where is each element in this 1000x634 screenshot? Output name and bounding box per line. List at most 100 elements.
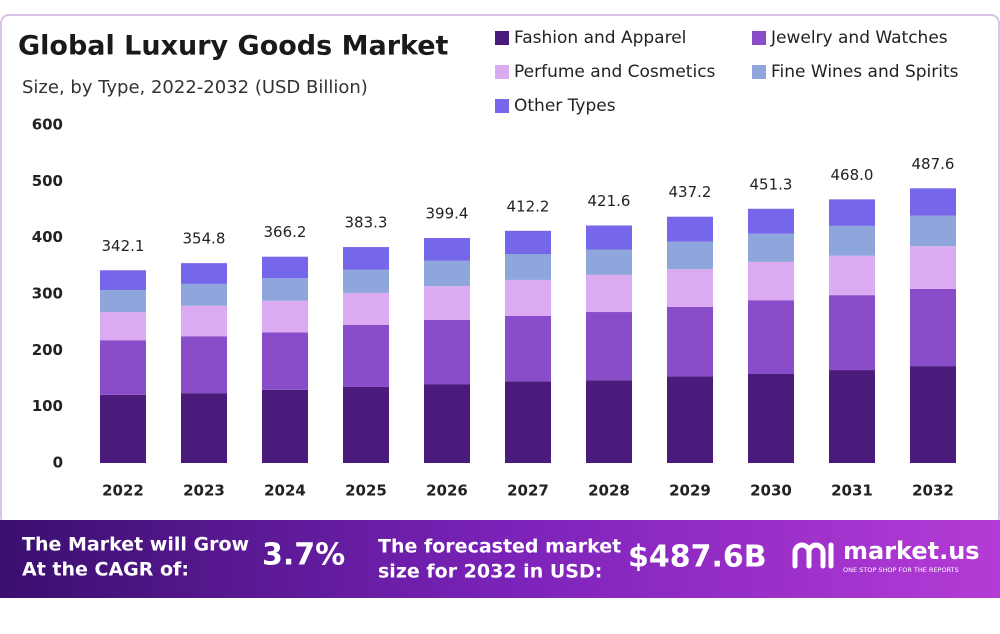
y-tick-label: 200 bbox=[32, 341, 63, 359]
legend-label: Fine Wines and Spirits bbox=[771, 62, 959, 82]
total-label: 354.8 bbox=[183, 230, 226, 248]
forecast-text: size for 2032 in USD: bbox=[378, 561, 602, 583]
bar-segment bbox=[829, 199, 875, 226]
y-tick-label: 0 bbox=[53, 454, 63, 472]
legend-swatch bbox=[495, 99, 509, 113]
bar-segment bbox=[910, 288, 956, 367]
total-label: 468.0 bbox=[831, 166, 874, 184]
bar-segment bbox=[181, 263, 227, 284]
bar-segment bbox=[181, 283, 227, 306]
total-label: 421.6 bbox=[588, 192, 631, 210]
bar-segment bbox=[262, 389, 308, 463]
bar-segment bbox=[748, 373, 794, 463]
bar-segment bbox=[910, 215, 956, 247]
bar-segment bbox=[343, 324, 389, 387]
x-tick-label: 2032 bbox=[912, 482, 954, 500]
legend-label: Jewelry and Watches bbox=[770, 28, 948, 48]
y-tick-label: 100 bbox=[32, 397, 63, 415]
bar-segment bbox=[424, 384, 470, 463]
y-tick-label: 600 bbox=[32, 116, 63, 134]
legend-label: Fashion and Apparel bbox=[514, 28, 686, 48]
bar-segment bbox=[505, 381, 551, 463]
y-tick-label: 300 bbox=[32, 285, 63, 303]
bar-segment bbox=[748, 233, 794, 262]
bar-segment bbox=[667, 241, 713, 270]
cagr-value: 3.7% bbox=[262, 538, 345, 573]
x-tick-label: 2023 bbox=[183, 482, 225, 500]
forecast-value: $487.6B bbox=[628, 540, 767, 575]
total-label: 451.3 bbox=[750, 175, 793, 193]
bar-segment bbox=[667, 216, 713, 242]
bar-segment bbox=[748, 208, 794, 234]
bar-segment bbox=[181, 336, 227, 394]
bar-segment bbox=[262, 300, 308, 333]
bar-segment bbox=[343, 386, 389, 463]
total-label: 342.1 bbox=[102, 237, 145, 255]
legend-label: Other Types bbox=[514, 96, 616, 116]
x-tick-label: 2028 bbox=[588, 482, 630, 500]
bar-segment bbox=[181, 393, 227, 463]
bar-segment bbox=[910, 246, 956, 289]
total-label: 487.6 bbox=[912, 155, 955, 173]
total-label: 366.2 bbox=[264, 223, 307, 241]
bar-segment bbox=[343, 269, 389, 293]
bar-segment bbox=[262, 256, 308, 279]
x-tick-label: 2030 bbox=[750, 482, 792, 500]
cagr-text: At the CAGR of: bbox=[22, 559, 189, 581]
bar-segment bbox=[829, 295, 875, 371]
brand-name: market.us bbox=[843, 537, 980, 565]
total-label: 437.2 bbox=[669, 183, 712, 201]
bar-segment bbox=[100, 290, 146, 313]
bar-segment bbox=[586, 274, 632, 313]
bar-segment bbox=[424, 260, 470, 287]
total-label: 412.2 bbox=[507, 197, 550, 215]
cagr-text: The Market will Grow bbox=[22, 534, 249, 556]
bar-segment bbox=[100, 340, 146, 395]
bar-segment bbox=[424, 286, 470, 320]
bar-segment bbox=[343, 292, 389, 325]
bar-segment bbox=[505, 230, 551, 255]
bar-segment bbox=[181, 305, 227, 337]
legend-swatch bbox=[752, 31, 766, 45]
x-tick-label: 2031 bbox=[831, 482, 873, 500]
x-tick-label: 2027 bbox=[507, 482, 549, 500]
bar-segment bbox=[586, 249, 632, 275]
bar-segment bbox=[100, 312, 146, 341]
bar-segment bbox=[829, 255, 875, 296]
chart-title: Global Luxury Goods Market bbox=[18, 31, 449, 62]
legend: Fashion and Apparel Jewelry and Watches Pe… bbox=[495, 28, 959, 116]
x-tick-label: 2024 bbox=[264, 482, 306, 500]
legend-label: Perfume and Cosmetics bbox=[514, 62, 716, 82]
plot-area: 0 100 200 300 400 500 600 342.1 2022 354.8 2023 366… bbox=[32, 116, 956, 500]
bar-segment bbox=[100, 270, 146, 291]
bar-segment bbox=[343, 247, 389, 270]
x-tick-label: 2029 bbox=[669, 482, 711, 500]
bar-segment bbox=[910, 366, 956, 463]
y-tick-label: 500 bbox=[32, 172, 63, 190]
bar-segment bbox=[505, 279, 551, 316]
bar-segment bbox=[667, 269, 713, 307]
x-tick-label: 2026 bbox=[426, 482, 468, 500]
bar-segment bbox=[910, 188, 956, 216]
brand-logo bbox=[792, 542, 834, 569]
bar-segment bbox=[748, 300, 794, 374]
bar-segment bbox=[100, 394, 146, 463]
legend-swatch bbox=[752, 65, 766, 79]
bar-segment bbox=[505, 315, 551, 382]
chart-subtitle: Size, by Type, 2022-2032 (USD Billion) bbox=[22, 77, 368, 98]
bar-segment bbox=[262, 278, 308, 301]
bar-segment bbox=[829, 225, 875, 256]
bar-segment bbox=[262, 332, 308, 390]
bar-segment bbox=[667, 306, 713, 377]
forecast-text: The forecasted market bbox=[378, 536, 621, 558]
total-label: 383.3 bbox=[345, 214, 388, 232]
brand-tagline: ONE STOP SHOP FOR THE REPORTS bbox=[843, 566, 959, 574]
total-label: 399.4 bbox=[426, 205, 469, 223]
x-tick-label: 2022 bbox=[102, 482, 144, 500]
legend-swatch bbox=[495, 65, 509, 79]
bar-segment bbox=[748, 261, 794, 301]
bar-segment bbox=[424, 319, 470, 385]
x-tick-label: 2025 bbox=[345, 482, 387, 500]
